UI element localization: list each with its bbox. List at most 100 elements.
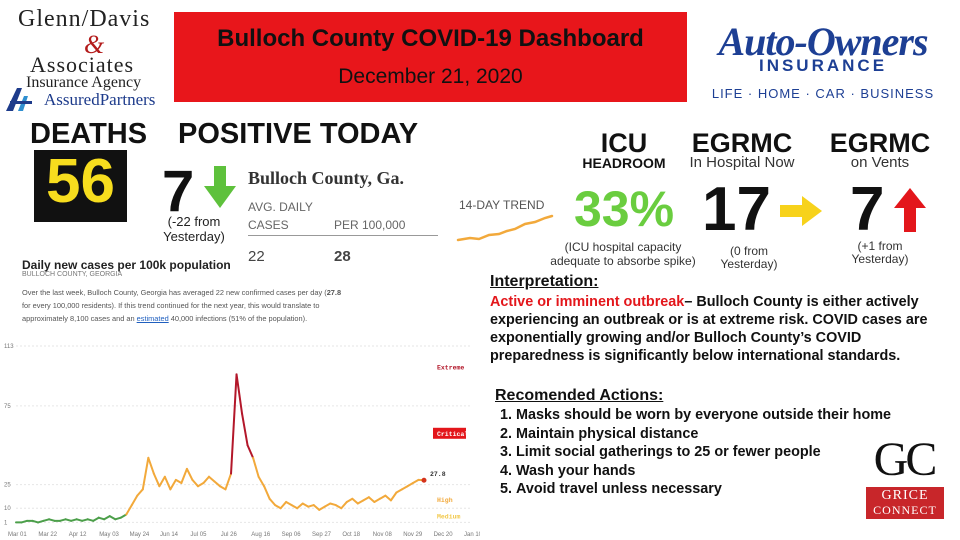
line-segment <box>340 500 348 510</box>
arrow-right-icon <box>780 196 822 226</box>
grice-connect-line1: GRICE <box>881 488 929 503</box>
sponsor-logo-line4: AssuredPartners <box>44 90 156 109</box>
egrmc-hospital-value: 17 <box>702 175 771 244</box>
egrmc-vents-value: 7 <box>850 175 885 244</box>
x-tick-label: Jan 10 <box>464 532 480 538</box>
list-item: 3. Limit social gatherings to 25 or fewer… <box>500 444 821 460</box>
line-segment <box>384 494 392 502</box>
x-tick-label: Mar 01 <box>8 532 27 538</box>
current-value-label: 27.8 <box>430 471 446 478</box>
x-tick-label: Dec 20 <box>434 532 454 538</box>
list-item: 2. Maintain physical distance <box>500 425 699 442</box>
egrmc-hospital-label: EGRMC <box>691 128 793 158</box>
x-tick-label: Sep 06 <box>282 532 302 538</box>
deaths-value: 56 <box>46 147 115 216</box>
list-item: 1. Masks should be worn by everyone outsi… <box>500 407 892 423</box>
line-segment <box>163 475 172 491</box>
positive-today-value: 7 <box>162 159 195 224</box>
egrmc-vents-label: EGRMC <box>829 128 931 158</box>
x-tick-label: Jul 26 <box>221 532 238 538</box>
line-segment <box>196 482 205 488</box>
grice-connect-box <box>866 487 944 519</box>
line-segment <box>119 513 128 519</box>
line-segment <box>351 497 359 505</box>
x-tick-label: Sep 27 <box>312 532 332 538</box>
egrmc-vents-note: (+1 from Yesterday) <box>851 239 909 266</box>
line-segment <box>174 478 183 485</box>
line-segment <box>108 515 117 521</box>
interpretation-body: Active or imminent outbreak– Bulloch Cou… <box>490 293 950 365</box>
line-segment <box>411 478 420 485</box>
y-tick-label: 10 <box>4 506 11 512</box>
sponsor-logo-line2: Associates <box>30 52 135 77</box>
egrmc-hospital-note: (0 from Yesterday) <box>720 244 778 271</box>
per-100k-value: 28 <box>334 248 351 265</box>
per-100k-header: PER 100,000 <box>334 218 406 232</box>
line-segment <box>252 456 260 478</box>
line-segment <box>92 516 100 522</box>
y-tick-label: 25 <box>4 483 11 489</box>
x-tick-label: Jul 05 <box>190 532 207 538</box>
line-segment <box>191 478 199 488</box>
current-value-point <box>421 477 427 483</box>
deaths-box <box>34 150 127 222</box>
zone-label: Extreme <box>437 365 464 372</box>
x-tick-label: May 24 <box>130 532 150 538</box>
icu-label: ICU <box>600 128 648 158</box>
auto-owners-logo: Auto-Owners <box>718 19 928 64</box>
line-segment <box>356 499 365 505</box>
auto-owners-tagline: LIFE · HOME · CAR · BUSINESS <box>711 86 935 101</box>
line-segment <box>395 488 403 494</box>
line-segment <box>345 497 354 503</box>
line-segment <box>389 491 398 502</box>
positive-today-note: (-22 from Yesterday) <box>163 214 225 244</box>
risk-level: Active or imminent outbreak <box>490 294 685 310</box>
line-segment <box>169 478 177 491</box>
avg-daily-cases-value: 22 <box>248 248 265 265</box>
line-segment <box>130 494 139 507</box>
x-tick-label: Nov 08 <box>373 532 393 538</box>
dashboard-title: Bulloch County COVID-19 Dashboard <box>217 25 644 52</box>
line-segment <box>290 504 299 510</box>
zone-label: High <box>437 497 453 504</box>
county-stats-title: Bulloch County, Ga. <box>248 168 405 188</box>
x-tick-label: Nov 29 <box>403 532 423 538</box>
line-segment <box>185 467 194 481</box>
line-segment <box>213 480 221 488</box>
assured-partners-logo-icon <box>6 88 32 111</box>
line-segment <box>219 485 227 491</box>
dashboard-date: December 21, 2020 <box>338 65 523 88</box>
trend-sparkline <box>456 214 554 242</box>
icu-sublabel: HEADROOM <box>582 155 666 171</box>
chart-description: Over the last week, Bulloch County, Geor… <box>22 288 342 323</box>
line-segment <box>125 504 133 516</box>
icu-note: (ICU hospital capacity adequate to absor… <box>550 240 696 268</box>
line-segment <box>312 504 321 511</box>
line-segment <box>373 497 381 503</box>
line-segment <box>230 373 238 475</box>
estimated-link[interactable]: estimated <box>136 314 169 323</box>
actions-heading: Recomended Actions: <box>495 387 664 404</box>
x-tick-label: Jun 14 <box>160 532 179 538</box>
line-segment <box>224 472 233 491</box>
grice-connect-logo: GC <box>873 433 938 486</box>
county-stats-divider <box>248 235 438 236</box>
egrmc-vents-sublabel: on Vents <box>850 154 910 171</box>
chart-subtitle: BULLOCH COUNTY, GEORGIA <box>22 271 123 278</box>
line-segment <box>141 456 150 491</box>
actions-list: 1. Masks should be worn by everyone outsi… <box>500 406 960 499</box>
sponsor-logo-line1: Glenn/Davis <box>18 6 151 32</box>
line-segment <box>158 475 166 488</box>
cases-line-chart: Extreme Critical High Medium 27.8 Mar 01 Mar… <box>4 344 480 538</box>
line-segment <box>362 496 370 502</box>
arrow-up-icon <box>894 188 926 232</box>
x-tick-label: Mar 22 <box>38 532 57 538</box>
line-segment <box>180 467 188 485</box>
line-segment <box>263 485 271 500</box>
line-segment <box>367 496 376 503</box>
icu-value: 33% <box>573 181 675 237</box>
trend-label: 14-DAY TREND <box>459 198 545 212</box>
line-segment <box>268 497 277 507</box>
interpretation-heading: Interpretation: <box>490 273 599 290</box>
positive-today-label: POSITIVE TODAY <box>178 118 419 150</box>
